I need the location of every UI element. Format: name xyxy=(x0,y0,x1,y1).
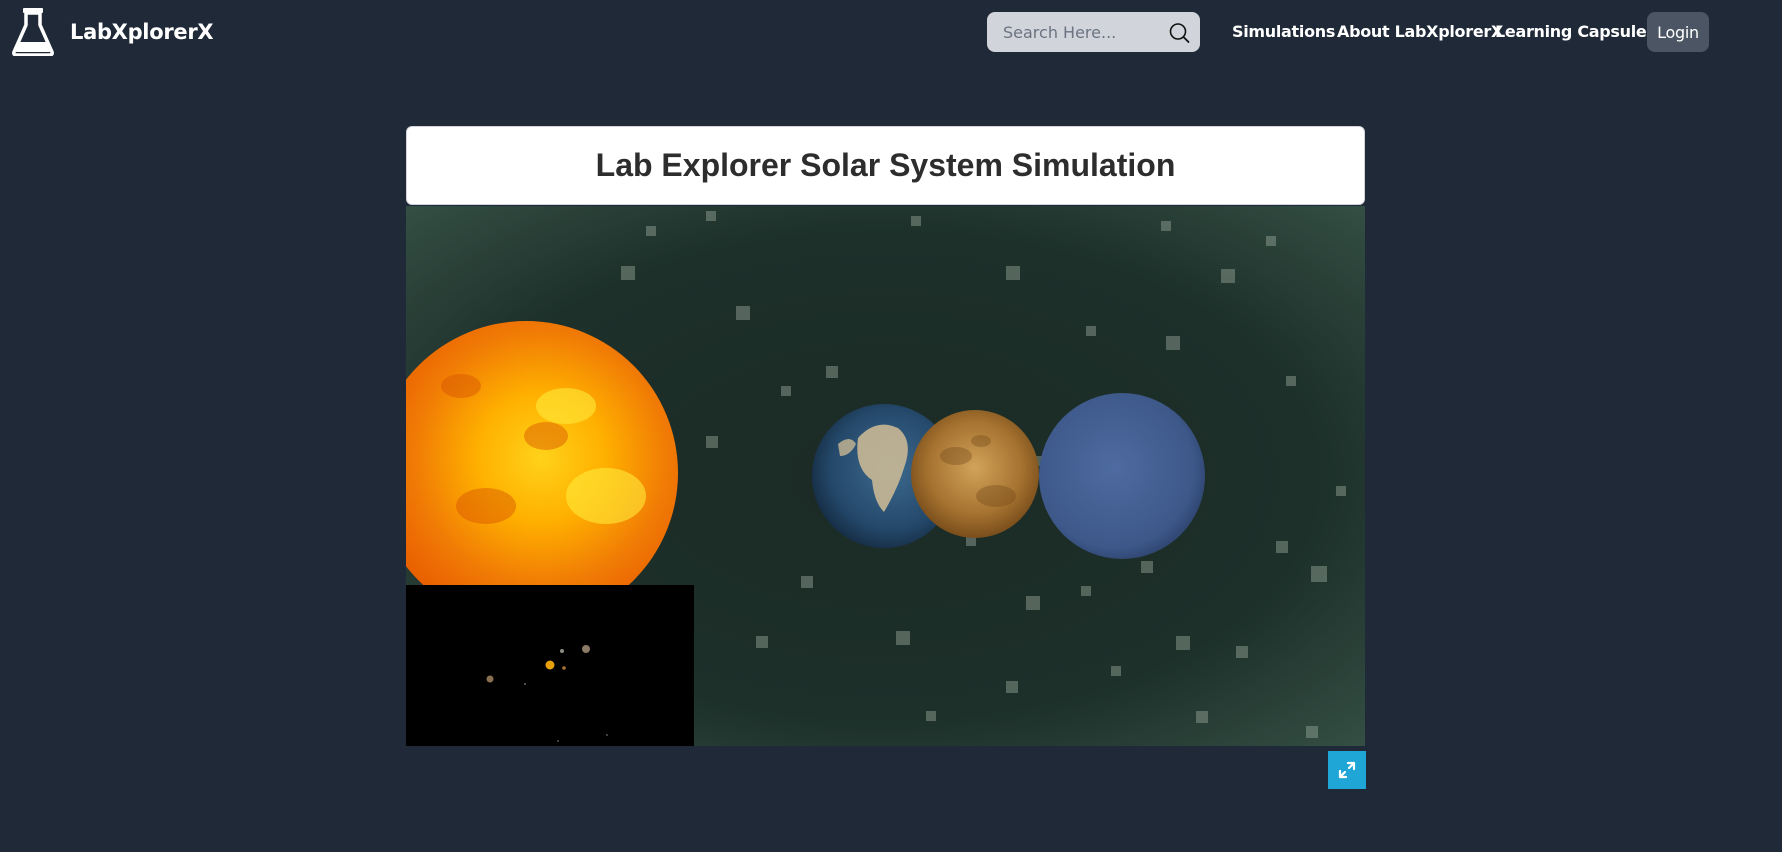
nav-learning-capsules[interactable]: Learning Capsules xyxy=(1495,22,1656,41)
minimap-scene xyxy=(486,645,608,742)
search-icon[interactable] xyxy=(1168,22,1190,49)
venus xyxy=(911,410,1039,538)
nav-simulations[interactable]: Simulations xyxy=(1232,22,1336,41)
brand-logo[interactable] xyxy=(12,8,54,56)
search-input[interactable] xyxy=(987,12,1173,52)
title-card: Lab Explorer Solar System Simulation xyxy=(406,126,1365,205)
login-button[interactable]: Login xyxy=(1647,12,1709,52)
nav-about[interactable]: About LabXplorerX xyxy=(1337,22,1504,41)
brand-name[interactable]: LabXplorerX xyxy=(70,20,214,44)
sun xyxy=(406,321,678,625)
flask-icon xyxy=(12,8,54,56)
minimap[interactable] xyxy=(406,585,694,746)
expand-icon xyxy=(1338,761,1356,779)
page-title: Lab Explorer Solar System Simulation xyxy=(595,147,1176,183)
neptune xyxy=(1039,393,1205,559)
search-box xyxy=(987,12,1200,52)
star-field xyxy=(621,211,1346,738)
fullscreen-button[interactable] xyxy=(1328,751,1366,789)
